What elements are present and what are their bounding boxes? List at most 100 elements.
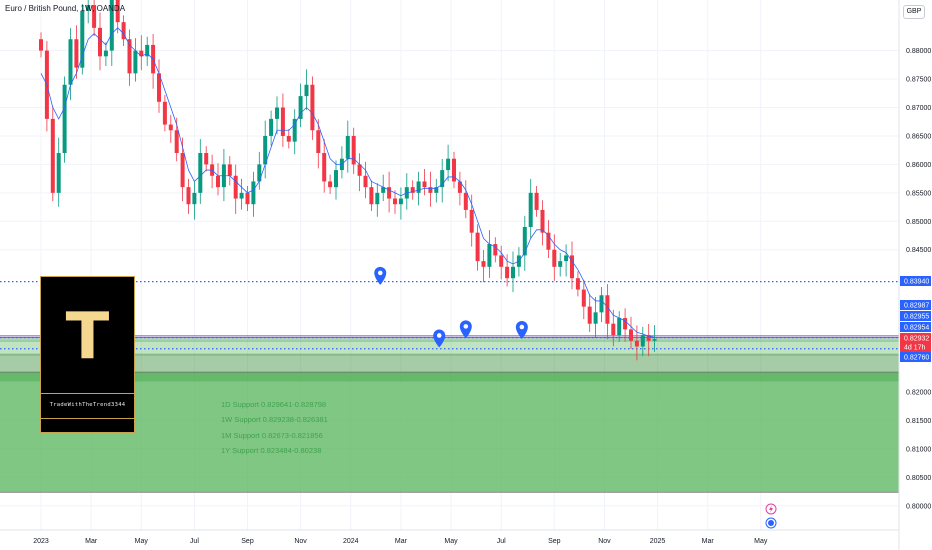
pin-dot — [377, 270, 383, 276]
pin-shape — [459, 320, 472, 339]
time-tick-label: 2023 — [33, 538, 49, 545]
price-tick-label: 0.84500 — [906, 247, 931, 254]
candle-body — [463, 192, 468, 210]
candle-body — [593, 312, 598, 324]
candle-body — [564, 255, 569, 262]
candle-body — [322, 153, 327, 182]
logo-letter: T — [65, 300, 110, 374]
candle-body — [457, 181, 462, 193]
time-tick-label: Nov — [598, 538, 611, 545]
candle-body — [581, 289, 586, 307]
time-tick-label: 2025 — [650, 538, 666, 545]
candle-body — [505, 266, 510, 279]
event-markers[interactable] — [374, 266, 528, 348]
candle-body — [310, 84, 315, 131]
price-axis[interactable]: 0.88000 0.87500 0.87000 0.86500 0.86000 0.855… — [906, 48, 931, 510]
candle-body — [393, 198, 397, 205]
price-tag-label: 0.82954 — [904, 325, 929, 332]
time-tick-label: Sep — [241, 538, 254, 545]
candle-body — [375, 192, 380, 205]
candle-body — [168, 124, 173, 131]
candle-body — [634, 340, 639, 347]
time-tick-label: May — [444, 538, 458, 545]
candle-body — [98, 27, 102, 57]
location-pin-icon[interactable] — [374, 266, 387, 285]
candle-body — [493, 244, 498, 256]
time-axis[interactable]: 2023 Mar May Jul Sep Nov 2024 Mar May Jul Sep Nov 20… — [33, 538, 768, 545]
time-tick-label: 2024 — [343, 538, 359, 545]
candle-body — [410, 187, 415, 193]
candle-body — [452, 158, 456, 182]
candle-body — [239, 192, 244, 199]
candle-body — [162, 101, 167, 125]
brand-logo: T TradeWithTheTrend3344 — [40, 276, 135, 433]
time-tick-label: Mar — [395, 538, 408, 545]
price-tag-label: 0.82760 — [904, 355, 929, 362]
price-tag-label: 0.82955 — [904, 314, 929, 321]
support-label-1m: 1M Support 0.82673-0.821856 — [221, 431, 323, 440]
candle-body — [511, 266, 515, 279]
candle-body — [534, 192, 539, 210]
candle-body — [121, 22, 126, 40]
location-pin-icon[interactable] — [459, 320, 472, 339]
price-tick-label: 0.81000 — [906, 446, 931, 453]
price-tick-label: 0.80000 — [906, 503, 931, 510]
candle-body — [499, 255, 504, 267]
pin-shape — [433, 329, 446, 348]
pin-shape — [374, 266, 387, 285]
price-tag-label: 0.83940 — [904, 279, 929, 286]
candle-body — [68, 39, 73, 85]
candle-body — [251, 181, 256, 205]
support-label-1y: 1Y Support 0.823484-0.80238 — [221, 446, 322, 455]
candle-body — [50, 118, 55, 193]
price-tag — [900, 352, 931, 362]
candle-body — [481, 261, 486, 267]
candle-body — [280, 107, 285, 136]
candle-body — [74, 39, 79, 68]
candle-body — [605, 295, 610, 324]
candle-body — [115, 0, 120, 23]
logo-banner: TradeWithTheTrend3344 — [41, 393, 134, 419]
location-pin-icon[interactable] — [433, 329, 446, 348]
candle-body — [174, 130, 179, 154]
price-tag-label: 0.82932 — [904, 336, 929, 343]
support-label-1w: 1W Support 0.829238-0.826381 — [221, 415, 328, 424]
flash-icon[interactable] — [765, 503, 777, 515]
pin-dot — [436, 333, 442, 338]
candle-body — [233, 175, 238, 199]
candle-body — [522, 226, 527, 256]
candle-body — [546, 232, 551, 250]
time-tick-label: Mar — [85, 538, 98, 545]
candle-body — [528, 192, 533, 227]
price-tick-label: 0.85500 — [906, 190, 931, 197]
candle-body — [80, 10, 85, 68]
globe-icon[interactable] — [765, 517, 777, 529]
currency-button[interactable]: GBP — [903, 5, 925, 19]
candle-body — [186, 187, 191, 205]
price-tag — [900, 300, 931, 310]
pin-shape — [515, 320, 528, 339]
candle-body — [416, 181, 421, 193]
candle-body — [552, 249, 557, 267]
location-pin-icon[interactable] — [515, 320, 528, 339]
horizontal-levels — [0, 281, 899, 350]
candle-body — [469, 209, 474, 233]
price-tick-label: 0.87000 — [906, 105, 931, 112]
candle-body — [570, 255, 574, 279]
time-tick-label: Mar — [702, 538, 715, 545]
candle-body — [316, 130, 321, 154]
candle-body — [292, 118, 297, 142]
candle-body — [180, 153, 185, 188]
bottom-icons[interactable] — [765, 503, 777, 529]
candle-body — [86, 5, 91, 11]
candle-body — [133, 50, 138, 74]
candle-body — [192, 192, 197, 205]
price-tag — [900, 333, 931, 343]
candle-body — [381, 187, 386, 193]
candle-body — [269, 118, 274, 136]
candle-body — [363, 175, 368, 188]
candle-body — [298, 96, 303, 119]
time-tick-label: Sep — [548, 538, 561, 545]
candle-body — [558, 261, 563, 267]
